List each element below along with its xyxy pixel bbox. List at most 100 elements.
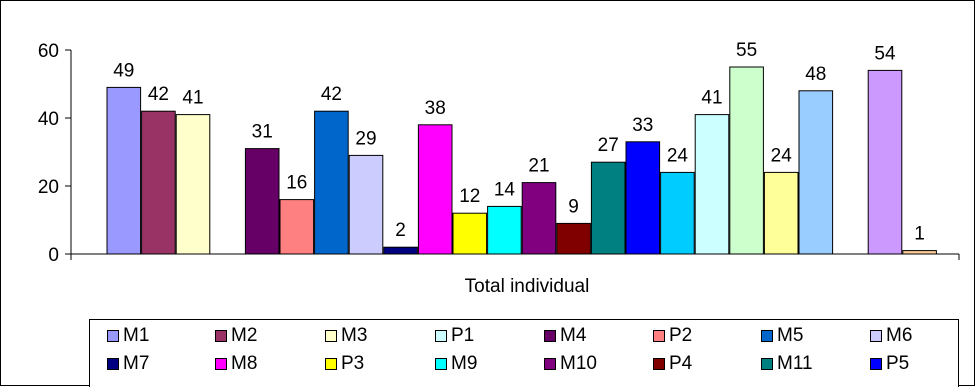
legend-swatch xyxy=(653,358,665,370)
data-label: 33 xyxy=(632,115,653,136)
bar-m8 xyxy=(417,124,453,255)
legend-swatch xyxy=(435,358,447,370)
legend-swatch xyxy=(544,358,556,370)
legend-swatch xyxy=(870,358,882,370)
y-tick-label: 60 xyxy=(38,41,59,62)
bar-series-18 xyxy=(694,114,730,255)
legend-swatch xyxy=(215,330,227,342)
y-tick-label: 0 xyxy=(48,245,59,266)
data-label: 24 xyxy=(667,145,689,166)
axes: 0 20 40 60 xyxy=(38,41,960,266)
bar-series-24 xyxy=(902,250,937,255)
bar-series-19 xyxy=(729,66,764,255)
data-labels: 49 42 41 31 16 42 29 2 38 12 14 21 9 27 33 24 41 55 24 48 54… xyxy=(113,40,925,245)
legend-item-p1: P1 xyxy=(435,324,474,348)
legend-item-m8: M8 xyxy=(215,352,257,376)
bar-series-23 xyxy=(867,69,903,255)
data-label: 31 xyxy=(252,122,273,143)
data-label: 42 xyxy=(148,84,169,105)
bar-p5 xyxy=(625,141,661,255)
data-label: 41 xyxy=(701,88,722,109)
legend-label: P5 xyxy=(886,353,910,374)
legend-label: M10 xyxy=(560,353,597,374)
legend-label: M11 xyxy=(777,353,813,374)
bar-m2 xyxy=(141,110,176,255)
legend-item-m5: M5 xyxy=(761,324,803,348)
legend-label: M3 xyxy=(341,325,368,346)
legend-item-m4: M4 xyxy=(544,324,586,348)
legend-swatch xyxy=(215,358,227,370)
legend-label: P4 xyxy=(669,353,693,374)
legend-label: P2 xyxy=(669,325,693,346)
x-axis-category-label: Total individual xyxy=(465,276,590,297)
data-label: 9 xyxy=(568,196,579,217)
legend-label: M7 xyxy=(123,353,150,374)
legend-item-m10: M10 xyxy=(544,352,597,376)
bar-m7 xyxy=(383,246,418,255)
data-label: 49 xyxy=(113,60,134,81)
legend: M1 M2 M3 P1 M4 P2 M5 M6 M7 M8 P3 M9 M10 P4 M11 P5 xyxy=(89,319,959,387)
legend-item-m2: M2 xyxy=(215,324,257,348)
legend-label: M5 xyxy=(777,325,804,346)
bar-m9 xyxy=(487,205,522,255)
legend-item-m9: M9 xyxy=(435,352,477,376)
legend-item-m1: M1 xyxy=(107,324,149,348)
legend-item-m7: M7 xyxy=(107,352,149,376)
data-label: 21 xyxy=(528,156,549,177)
legend-item-p4: P4 xyxy=(653,352,692,376)
legend-label: M1 xyxy=(123,325,150,346)
bar-m3 xyxy=(175,114,211,255)
data-label: 16 xyxy=(286,173,307,194)
legend-swatch xyxy=(761,330,773,342)
legend-item-p3: P3 xyxy=(325,352,364,376)
data-label: 42 xyxy=(321,84,342,105)
legend-swatch xyxy=(107,330,119,342)
bar-p4 xyxy=(556,222,591,255)
data-label: 38 xyxy=(425,98,446,119)
data-label: 48 xyxy=(805,64,826,85)
bar-m1 xyxy=(106,86,142,255)
y-tick-label: 40 xyxy=(38,109,59,130)
bars xyxy=(106,66,937,255)
legend-swatch xyxy=(544,330,556,342)
legend-item-p2: P2 xyxy=(653,324,692,348)
bar-p2 xyxy=(279,199,315,255)
data-label: 41 xyxy=(182,88,203,109)
legend-item-m6: M6 xyxy=(870,324,912,348)
data-label: 54 xyxy=(874,43,896,64)
bar-m4 xyxy=(244,148,280,255)
bar-p3 xyxy=(452,212,488,255)
legend-item-m11: M11 xyxy=(761,352,813,376)
legend-label: M9 xyxy=(451,353,478,374)
legend-label: M2 xyxy=(231,325,258,346)
legend-swatch xyxy=(325,358,337,370)
data-label: 2 xyxy=(395,220,406,241)
legend-swatch xyxy=(325,330,337,342)
data-label: 55 xyxy=(736,40,757,61)
bar-series-20 xyxy=(763,171,799,255)
legend-item-m3: M3 xyxy=(325,324,367,348)
legend-item-p5: P5 xyxy=(870,352,909,376)
bar-series-17 xyxy=(660,171,695,255)
bar-m10 xyxy=(521,182,557,255)
bar-m5 xyxy=(314,110,349,255)
data-label: 1 xyxy=(914,224,925,245)
legend-swatch xyxy=(870,330,882,342)
legend-swatch xyxy=(653,330,665,342)
data-label: 12 xyxy=(459,186,480,207)
legend-swatch xyxy=(435,330,447,342)
legend-swatch xyxy=(761,358,773,370)
bar-series-21 xyxy=(798,90,834,255)
data-label: 24 xyxy=(771,145,793,166)
bar-chart: 0 20 40 60 49 42 41 31 16 42 29 2 38 12 14 21 9 27 33 24 41… xyxy=(38,40,960,297)
data-label: 27 xyxy=(598,135,619,156)
legend-label: M4 xyxy=(560,325,587,346)
legend-label: M8 xyxy=(231,353,258,374)
bar-m11 xyxy=(590,161,626,255)
legend-label: P3 xyxy=(341,353,365,374)
data-label: 14 xyxy=(494,179,516,200)
data-label: 29 xyxy=(355,128,376,149)
bar-m6 xyxy=(348,154,384,255)
legend-swatch xyxy=(107,358,119,370)
